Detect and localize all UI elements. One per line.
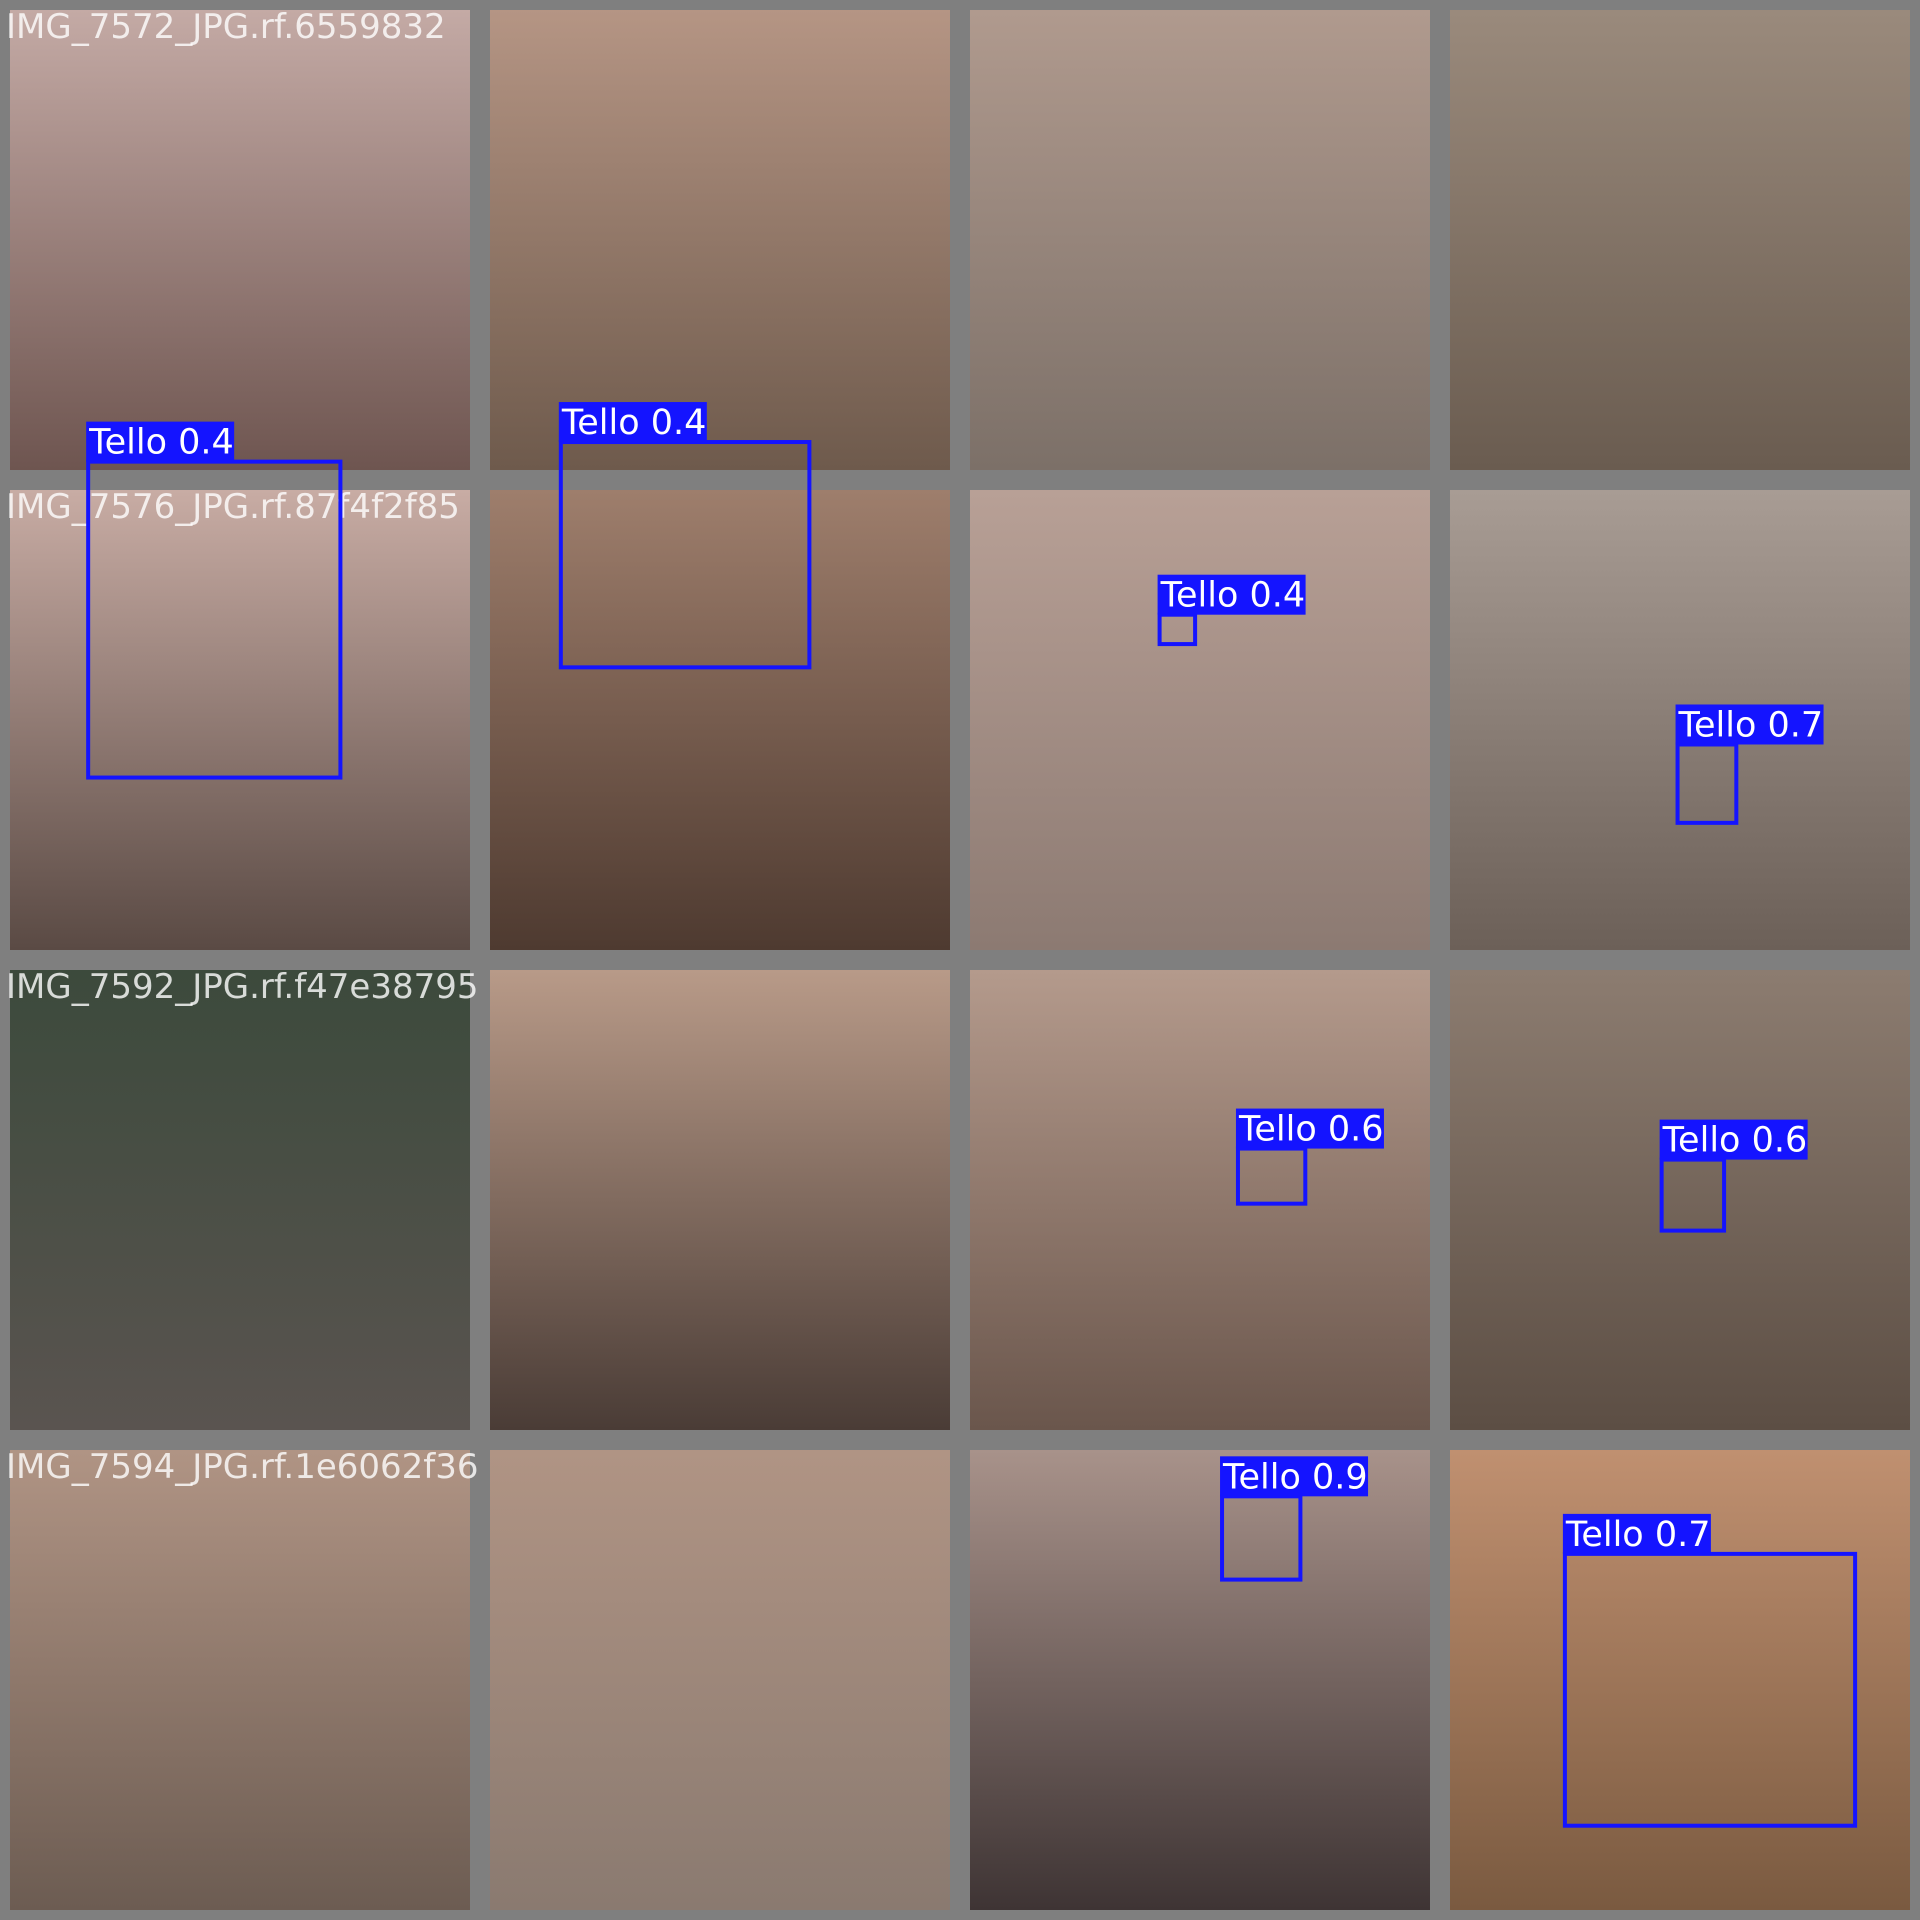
detection-label: Tello 0.7 — [1678, 705, 1824, 745]
detection-label: Tello 0.4 — [1160, 576, 1306, 616]
label-background — [1157, 574, 1306, 615]
photo — [970, 970, 1430, 1430]
labels: IMG_7572_JPG.rf.6559832 IMG_7576_JPG.rf.8… — [6, 7, 479, 1487]
photo — [970, 490, 1430, 950]
photo — [490, 10, 950, 470]
photos — [10, 10, 1910, 1910]
detection-label: Tello 0.9 — [1222, 1457, 1368, 1497]
label-background — [1235, 1108, 1384, 1149]
detection-label: Tello 0.6 — [1238, 1110, 1384, 1150]
detection-label: Tello 0.4 — [561, 403, 707, 443]
label-background — [86, 421, 235, 462]
filename: IMG_7592_JPG.rf.f47e38795 — [6, 967, 479, 1007]
label-background — [558, 402, 707, 443]
photo — [970, 1450, 1430, 1910]
photo — [970, 10, 1430, 470]
photo — [10, 10, 470, 470]
photo — [1450, 10, 1910, 470]
label-background — [1220, 1456, 1369, 1497]
filename: IMG_7576_JPG.rf.87f4f2f85 — [6, 487, 460, 527]
photo — [10, 970, 470, 1430]
detection-label: Tello 0.7 — [1565, 1515, 1711, 1555]
photo — [490, 490, 950, 950]
label-background — [1659, 1119, 1808, 1160]
label-background — [1562, 1513, 1711, 1554]
filename: IMG_7594_JPG.rf.1e6062f36 — [6, 1447, 479, 1487]
photo — [10, 490, 470, 950]
detections: Tello 0.4 Tello 0.4 Tello 0.4 Tello 0.7 Tell… — [86, 402, 1858, 1828]
photo — [1450, 970, 1910, 1430]
detection-label: Tello 0.6 — [1662, 1121, 1808, 1161]
photo — [490, 1450, 950, 1910]
label-background — [1675, 704, 1824, 745]
photo — [490, 970, 950, 1430]
filename: IMG_7572_JPG.rf.6559832 — [6, 7, 446, 47]
detection-label: Tello 0.4 — [88, 423, 234, 463]
photo — [10, 1450, 470, 1910]
